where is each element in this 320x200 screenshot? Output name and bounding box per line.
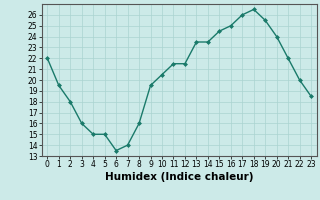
X-axis label: Humidex (Indice chaleur): Humidex (Indice chaleur): [105, 172, 253, 182]
